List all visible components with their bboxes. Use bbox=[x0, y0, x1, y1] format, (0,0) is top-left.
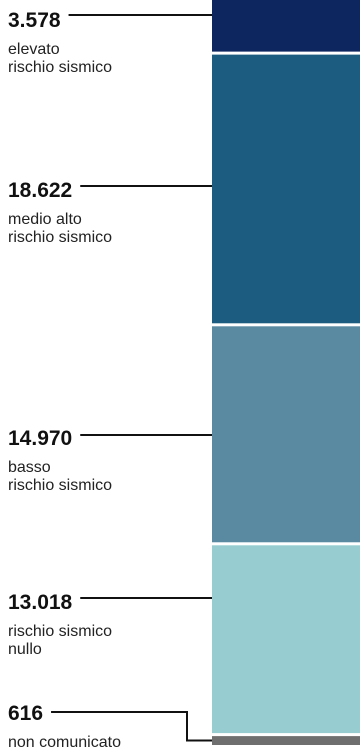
category-label-1-line-0: medio alto bbox=[8, 211, 82, 228]
value-label-0: 3.578 bbox=[8, 9, 61, 32]
category-label-1-line-1: rischio sismico bbox=[8, 229, 112, 246]
category-label-2-line-0: basso bbox=[8, 459, 51, 476]
leader-line-4 bbox=[51, 711, 212, 742]
value-label-3: 13.018 bbox=[8, 591, 73, 614]
bar-segment-0 bbox=[212, 0, 360, 52]
category-label-3-line-1: nullo bbox=[8, 641, 42, 658]
value-label-2: 14.970 bbox=[8, 427, 72, 450]
value-label-1: 18.622 bbox=[8, 179, 72, 202]
bar-segment-3 bbox=[212, 545, 360, 734]
bar-segment-4 bbox=[212, 736, 360, 745]
category-label-3-line-0: rischio sismico bbox=[8, 623, 112, 640]
category-label-4-line-0: non comunicato bbox=[8, 734, 121, 748]
value-label-4: 616 bbox=[8, 702, 43, 725]
category-label-0-line-1: rischio sismico bbox=[8, 59, 112, 76]
bar-segment-2 bbox=[212, 326, 360, 543]
category-label-2-line-1: rischio sismico bbox=[8, 477, 112, 494]
category-label-0-line-0: elevato bbox=[8, 41, 60, 58]
bar-segment-1 bbox=[212, 54, 360, 324]
